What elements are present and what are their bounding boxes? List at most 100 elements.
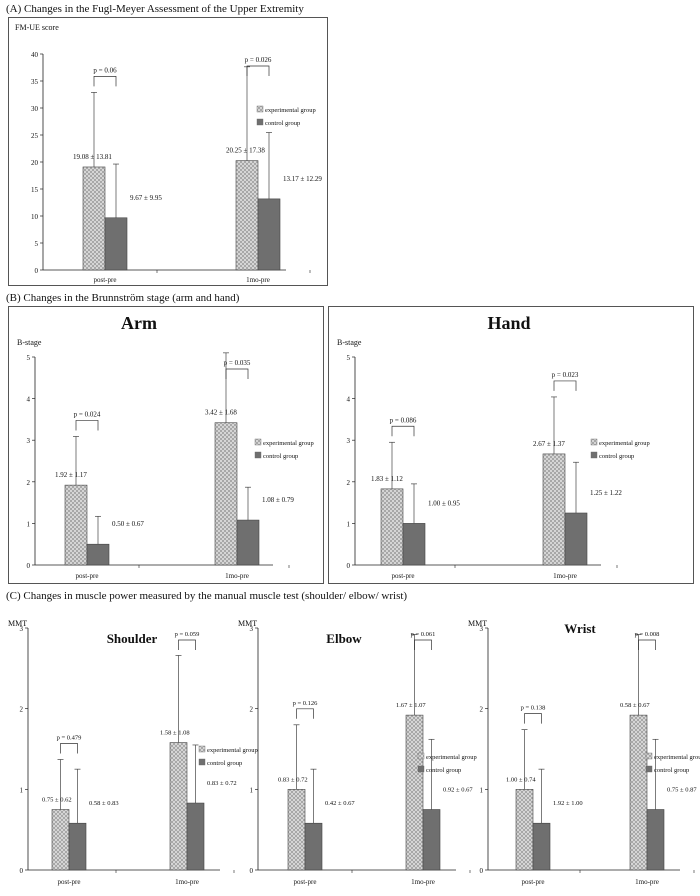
y-tick-label: 0 <box>35 267 39 275</box>
y-tick-label: 2 <box>27 479 31 487</box>
p-value-label: p = 0.023 <box>552 371 579 379</box>
data-label: 20.25 ± 17.38 <box>226 147 265 155</box>
p-value-label: p = 0.024 <box>74 410 101 418</box>
data-label: 0.92 ± 0.67 <box>443 787 473 794</box>
data-label: 1.83 ± 1.12 <box>371 475 403 483</box>
p-bracket <box>391 425 415 437</box>
legend-swatch-control <box>590 451 598 459</box>
category-label: 1mo-pre <box>246 276 270 284</box>
section-a-title: (A) Changes in the Fugl-Meyer Assessment… <box>6 3 304 15</box>
data-label: 0.58 ± 0.67 <box>620 702 650 709</box>
data-label: 0.75 ± 0.87 <box>667 787 697 794</box>
chart-fmue: FM-UE score 0 5 10 15 20 25 30 35 40 19.08 ± 13.81… <box>15 23 322 284</box>
bar-control <box>68 822 87 871</box>
bar-experimental <box>169 742 188 871</box>
p-bracket <box>296 708 314 719</box>
bar-experimental <box>405 714 424 871</box>
legend-swatch-control <box>417 765 425 773</box>
data-label: 0.42 ± 0.67 <box>325 800 355 807</box>
y-axis-label: MMT <box>238 619 257 628</box>
legend-label-experimental: experimental group <box>263 440 314 447</box>
chart-shoulder: Shoulder MMT 0 1 2 3 0.75 ± 0.62 0.58 ± 0.83 p =… <box>8 619 258 886</box>
legend-label-experimental: experimental group <box>426 754 477 761</box>
y-axis-label: MMT <box>8 619 27 628</box>
y-tick-label: 10 <box>31 213 39 221</box>
data-label: 13.17 ± 12.29 <box>283 175 322 183</box>
p-value-label: p = 0.479 <box>57 734 82 741</box>
bar-control <box>402 523 426 566</box>
y-tick-label: 2 <box>20 706 24 714</box>
y-tick-label: 35 <box>31 78 39 86</box>
category-label: 1mo-pre <box>175 878 199 886</box>
category-label: post-pre <box>58 878 81 886</box>
legend-label-control: control group <box>263 453 298 460</box>
data-label: 1.67 ± 1.07 <box>396 702 426 709</box>
bar-experimental <box>82 166 106 271</box>
chart-title: Hand <box>487 313 530 333</box>
y-tick-label: 3 <box>347 437 351 445</box>
legend-swatch-experimental <box>256 105 264 113</box>
data-label: 3.42 ± 1.68 <box>205 409 237 417</box>
p-bracket <box>178 639 196 650</box>
category-label: post-pre <box>294 878 317 886</box>
chart-wrist: Wrist MMT 0 1 2 3 1.00 ± 0.74 1.92 ± 1.00 p = 0.… <box>468 619 700 886</box>
chart-title: Wrist <box>564 621 596 636</box>
bar-control <box>532 822 551 871</box>
y-tick-label: 40 <box>31 51 39 59</box>
bar-experimental <box>214 422 238 566</box>
y-tick-label: 5 <box>27 354 31 362</box>
legend-label-experimental: experimental group <box>265 107 316 114</box>
chart-hand: Hand B-stage 0 1 2 3 4 5 1.83 ± 1.12 1.00 ± 0.95 p… <box>337 313 650 580</box>
legend-swatch-experimental <box>417 752 425 760</box>
y-tick-label: 0 <box>20 867 24 875</box>
y-tick-label: 2 <box>347 479 351 487</box>
p-bracket <box>225 368 249 379</box>
chart-elbow: Elbow MMT 0 1 2 3 0.83 ± 0.72 0.42 ± 0.67 p = 0.… <box>238 619 477 886</box>
category-label: post-pre <box>94 276 117 284</box>
data-label: 1.58 ± 1.08 <box>160 730 190 737</box>
chart-title: Elbow <box>326 631 362 646</box>
y-tick-label: 30 <box>31 105 39 113</box>
y-tick-label: 0 <box>250 867 254 875</box>
category-label: 1mo-pre <box>553 572 577 580</box>
p-value-label: p = 0.026 <box>245 56 272 64</box>
bar-control <box>104 217 128 271</box>
y-tick-label: 15 <box>31 186 39 194</box>
p-bracket <box>60 743 78 754</box>
panel-arm: Arm B-stage 0 1 2 3 4 5 1.92 ± 1.17 0.50 ± 0.67 p … <box>8 306 324 584</box>
p-bracket <box>414 639 432 650</box>
y-tick-label: 1 <box>347 520 351 528</box>
y-axis-label: MMT <box>468 619 487 628</box>
data-label: 1.25 ± 1.22 <box>590 489 622 497</box>
y-tick-label: 1 <box>480 786 484 794</box>
category-label: 1mo-pre <box>225 572 249 580</box>
y-axis-label: B-stage <box>17 338 42 347</box>
p-bracket <box>524 713 542 724</box>
bar-experimental <box>235 160 259 271</box>
y-axis-label: FM-UE score <box>15 23 59 32</box>
y-tick-label: 1 <box>20 786 24 794</box>
legend-label-control: control group <box>654 767 689 774</box>
y-tick-label: 20 <box>31 159 39 167</box>
p-value-label: p = 0.035 <box>224 359 251 367</box>
bar-control <box>257 198 281 271</box>
p-bracket <box>246 65 270 76</box>
p-bracket <box>553 380 577 391</box>
category-label: 1mo-pre <box>635 878 659 886</box>
y-tick-label: 0 <box>480 867 484 875</box>
y-tick-label: 3 <box>27 437 31 445</box>
y-tick-label: 1 <box>27 520 31 528</box>
y-tick-label: 2 <box>480 706 484 714</box>
legend-swatch-control <box>256 118 264 126</box>
y-tick-label: 3 <box>20 625 24 633</box>
y-tick-label: 4 <box>27 396 31 404</box>
section-b-title: (B) Changes in the Brunnström stage (arm… <box>6 292 240 304</box>
legend-label-control: control group <box>599 453 634 460</box>
category-label: post-pre <box>522 878 545 886</box>
y-tick-label: 5 <box>347 354 351 362</box>
data-label: 1.92 ± 1.17 <box>55 471 87 479</box>
bar-experimental <box>542 453 566 566</box>
legend-label-experimental: experimental group <box>654 754 700 761</box>
data-label: 0.75 ± 0.62 <box>42 797 72 804</box>
legend-swatch-experimental <box>645 752 653 760</box>
